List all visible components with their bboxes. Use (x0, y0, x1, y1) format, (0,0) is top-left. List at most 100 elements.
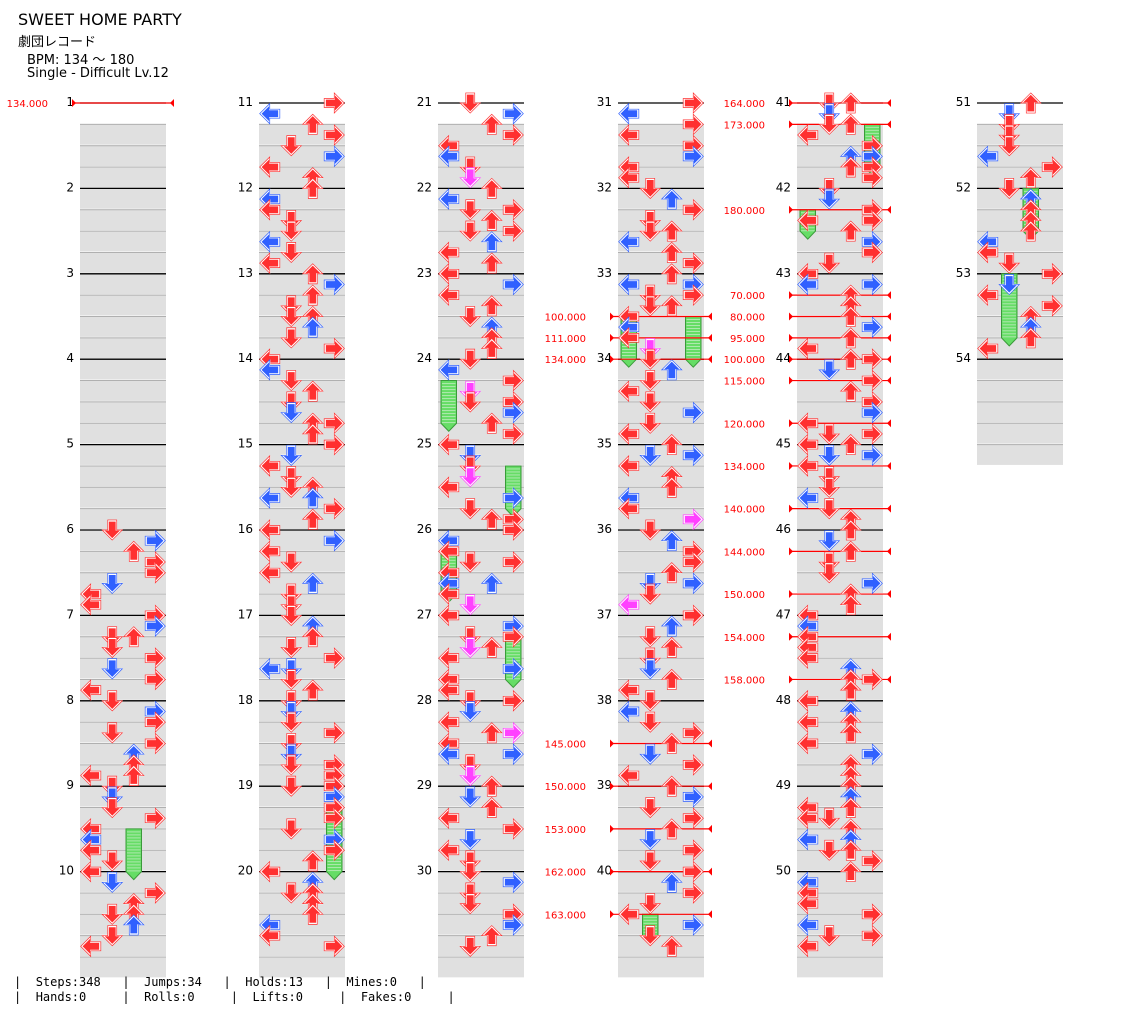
measure-number: 15 (238, 437, 253, 451)
step-arrow-icon (818, 807, 841, 829)
step-arrow-icon (323, 145, 345, 168)
measure-number: 41 (776, 95, 791, 109)
step-arrow-icon (459, 199, 482, 221)
step-arrow-icon (259, 519, 281, 541)
beat-band (438, 550, 524, 572)
measure-number: 28 (417, 693, 432, 707)
measure-number: 12 (238, 180, 253, 194)
measure-number: 4 (66, 351, 74, 365)
beat-band (259, 251, 345, 273)
beat-band (977, 273, 1063, 295)
bpm-value: 180.000 (724, 206, 765, 217)
measure-number: 48 (776, 693, 791, 707)
beat-band (259, 700, 345, 722)
beat-band (618, 444, 704, 465)
measure-block: 12 (238, 180, 345, 295)
step-arrow-icon (839, 722, 862, 744)
step-arrow-icon (259, 455, 281, 477)
step-arrow-icon (639, 658, 662, 680)
bpm-change-marker: 150.000 (724, 590, 891, 601)
measure-block: 22 (417, 180, 524, 295)
step-arrow-icon (660, 530, 683, 552)
measure-block: 4 (66, 351, 166, 465)
step-arrow-icon (818, 530, 841, 552)
beat-band (80, 892, 166, 914)
step-arrow-icon (280, 220, 303, 242)
measure-block: 19 (238, 778, 345, 892)
measure-block: 46 (776, 522, 883, 636)
step-arrow-icon (839, 156, 862, 178)
beat-band (80, 187, 166, 209)
beat-band (259, 828, 345, 850)
measure-number: 32 (597, 180, 612, 194)
step-arrow-icon (1019, 92, 1042, 114)
step-arrow-icon (818, 498, 841, 520)
step-arrow-icon (682, 914, 704, 936)
bpm-value: 150.000 (724, 590, 765, 601)
step-arrow-icon (618, 230, 640, 253)
step-arrow-icon (660, 263, 683, 285)
step-arrow-icon (502, 198, 524, 221)
step-arrow-icon (502, 625, 524, 648)
measure-block: 40 (597, 864, 704, 978)
step-arrow-icon (259, 252, 281, 275)
bpm-value: 140.000 (724, 505, 765, 516)
step-arrow-icon (459, 765, 482, 787)
beat-band (797, 465, 883, 487)
measure-number: 3 (66, 266, 74, 280)
beat-band (797, 743, 883, 764)
stats-row-1: | Steps:348 | Jumps:34 | Holds:13 | Mine… (14, 975, 426, 989)
beat-band (977, 209, 1063, 231)
step-arrow-icon (660, 241, 683, 263)
beat-band (977, 251, 1063, 273)
step-arrow-icon (682, 252, 704, 275)
step-arrow-icon (323, 935, 345, 958)
beat-band (797, 956, 883, 978)
step-arrow-icon (80, 860, 102, 883)
step-arrow-icon (80, 839, 102, 862)
beat-band (618, 785, 704, 807)
beat-band (438, 529, 524, 551)
measure-block: 16 (238, 522, 345, 636)
beat-band (80, 486, 166, 508)
stat-mines: Mines:0 (346, 975, 397, 989)
beat-band (438, 444, 524, 465)
step-arrow-icon (259, 860, 281, 883)
stats-row-2: | Hands:0 | Rolls:0 | Lifts:0 | Fakes:0 … (14, 990, 455, 1004)
bpm-change-marker: 153.000 (545, 824, 712, 836)
step-arrow-icon (144, 807, 166, 830)
step-arrow-icon (323, 807, 345, 830)
step-arrow-icon (502, 369, 524, 392)
step-arrow-icon (122, 914, 145, 936)
step-arrow-icon (323, 124, 345, 146)
step-arrow-icon (502, 423, 524, 445)
beat-band (797, 123, 883, 145)
step-arrow-icon (502, 551, 524, 573)
step-arrow-icon (818, 562, 841, 584)
step-arrow-icon (682, 284, 704, 307)
step-arrow-icon (861, 423, 883, 445)
beat-band (80, 401, 166, 423)
measure-number: 22 (417, 180, 432, 194)
step-arrow-icon (1041, 294, 1063, 317)
measure-block: 54 (956, 351, 1063, 465)
beat-band (438, 123, 524, 145)
step-arrow-icon (438, 807, 460, 830)
measure-number: 26 (417, 522, 432, 536)
step-arrow-icon (839, 327, 862, 349)
beat-band (438, 636, 524, 658)
beat-band (618, 166, 704, 188)
step-arrow-icon (459, 348, 482, 370)
step-arrow-icon (480, 925, 503, 947)
step-arrow-icon (323, 273, 345, 296)
step-arrow-icon (660, 562, 683, 584)
beat-band (80, 785, 166, 807)
step-arrow-icon (618, 124, 640, 146)
step-arrow-icon (839, 348, 862, 370)
beat-band (797, 764, 883, 786)
step-arrow-icon (323, 433, 345, 456)
step-arrow-icon (438, 839, 460, 862)
measure-number: 53 (956, 266, 971, 280)
step-arrow-icon (459, 893, 482, 915)
